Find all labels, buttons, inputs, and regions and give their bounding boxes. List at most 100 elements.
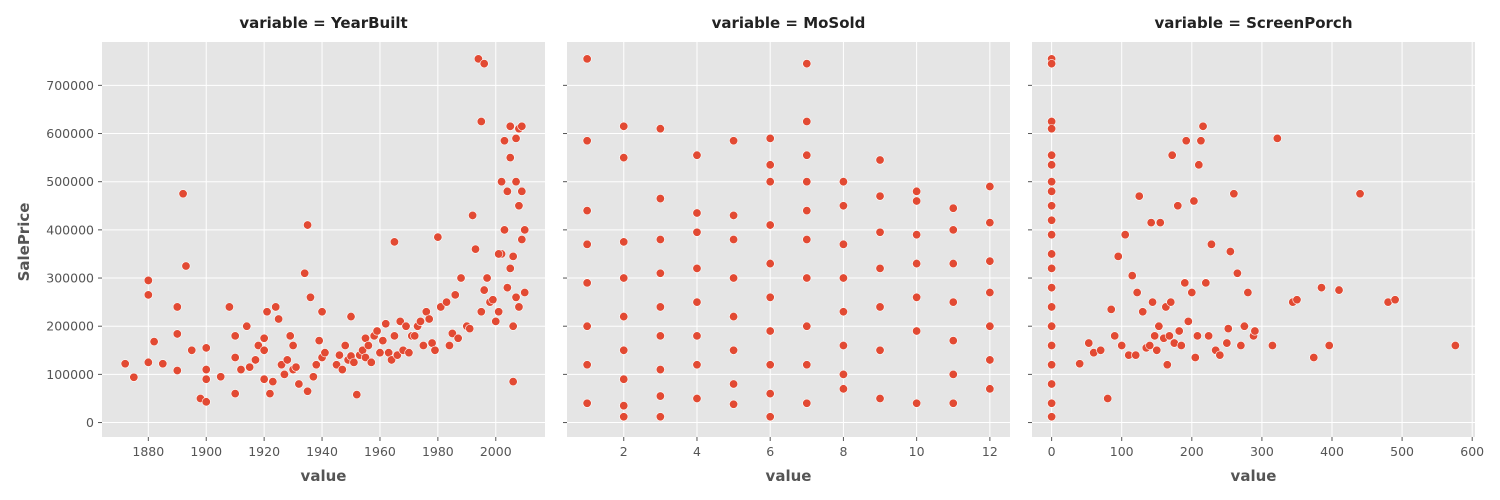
- scatter-point: [948, 336, 958, 346]
- y-axis-label: SalePrice: [15, 203, 33, 282]
- scatter-point: [619, 237, 629, 247]
- scatter-point: [1132, 287, 1142, 297]
- scatter-point: [274, 314, 284, 324]
- scatter-point: [838, 177, 848, 187]
- x-tick-label: 1960: [364, 444, 396, 459]
- x-tick-label: 2000: [480, 444, 512, 459]
- scatter-point: [517, 121, 527, 131]
- scatter-point: [450, 290, 460, 300]
- scatter-point: [1148, 297, 1158, 307]
- x-tick-label: 1940: [306, 444, 338, 459]
- scatter-point: [468, 210, 478, 220]
- scatter-point: [303, 386, 313, 396]
- scatter-point: [1196, 136, 1206, 146]
- scatter-point: [1292, 295, 1302, 305]
- scatter-point: [424, 314, 434, 324]
- scatter-point: [765, 160, 775, 170]
- x-tick-label: 400: [1320, 444, 1344, 459]
- panel-1: 0 100000 200000 300000 400000 500000 600000 700…: [46, 14, 545, 485]
- scatter-points: [1047, 54, 1460, 422]
- scatter-point: [334, 350, 344, 360]
- scatter-point: [497, 177, 507, 187]
- scatter-point: [948, 369, 958, 379]
- scatter-point: [1047, 150, 1057, 160]
- scatter-point: [985, 321, 995, 331]
- scatter-point: [1155, 218, 1165, 228]
- scatter-point: [655, 365, 665, 375]
- scatter-point: [1225, 247, 1235, 257]
- scatter-point: [985, 355, 995, 365]
- scatter-point: [1250, 326, 1260, 336]
- scatter-point: [473, 54, 483, 64]
- scatter-point: [1117, 340, 1127, 350]
- scatter-point: [346, 312, 356, 322]
- scatter-point: [985, 384, 995, 394]
- scatter-point: [802, 235, 812, 245]
- scatter-point: [1194, 160, 1204, 170]
- x-axis-label: value: [1231, 467, 1277, 485]
- scatter-point: [1173, 201, 1183, 211]
- scatter-point: [262, 307, 272, 317]
- scatter-point: [511, 292, 521, 302]
- scatter-point: [143, 275, 153, 285]
- scatter-point: [1243, 287, 1253, 297]
- scatter-point: [838, 307, 848, 317]
- scatter-point: [729, 210, 739, 220]
- scatter-point: [1145, 340, 1155, 350]
- scatter-point: [619, 312, 629, 322]
- scatter-point: [366, 357, 376, 367]
- panel-title: variable = ScreenPorch: [1154, 14, 1352, 32]
- y-tick-label: 700000: [46, 78, 94, 93]
- scatter-point: [765, 326, 775, 336]
- scatter-point: [389, 237, 399, 247]
- scatter-point: [508, 251, 518, 261]
- scatter-point: [491, 316, 501, 326]
- scatter-point: [508, 377, 518, 387]
- scatter-point: [149, 337, 159, 347]
- y-tick-label: 0: [86, 415, 94, 430]
- scatter-point: [1162, 360, 1172, 370]
- scatter-point: [802, 273, 812, 283]
- scatter-point: [178, 189, 188, 199]
- scatter-point: [230, 389, 240, 399]
- panel-title: variable = MoSold: [712, 14, 866, 32]
- scatter-point: [619, 401, 629, 411]
- scatter-point: [912, 196, 922, 206]
- panel-title: variable = YearBuilt: [239, 14, 407, 32]
- scatter-point: [729, 345, 739, 355]
- scatter-point: [655, 302, 665, 312]
- scatter-point: [511, 133, 521, 143]
- scatter-point: [311, 360, 321, 370]
- scatter-point: [1198, 121, 1208, 131]
- scatter-point: [250, 355, 260, 365]
- scatter-point: [279, 369, 289, 379]
- scatter-point: [1047, 230, 1057, 240]
- scatter-point: [317, 307, 327, 317]
- scatter-point: [479, 285, 489, 295]
- facet-panels: 0 100000 200000 300000 400000 500000 600000 700…: [46, 14, 1484, 485]
- x-tick-label: 100: [1110, 444, 1134, 459]
- scatter-point: [729, 235, 739, 245]
- scatter-point: [471, 244, 481, 254]
- scatter-point: [765, 412, 775, 422]
- scatter-point: [838, 340, 848, 350]
- x-axis-label: value: [301, 467, 347, 485]
- scatter-point: [765, 220, 775, 230]
- scatter-point: [1047, 263, 1057, 273]
- scatter-point: [505, 153, 515, 163]
- scatter-point: [765, 292, 775, 302]
- scatter-points: [120, 54, 530, 407]
- scatter-point: [172, 366, 182, 376]
- scatter-point: [582, 321, 592, 331]
- scatter-point: [502, 186, 512, 196]
- scatter-point: [1201, 278, 1211, 288]
- scatter-point: [1096, 345, 1106, 355]
- scatter-point: [1150, 331, 1160, 341]
- scatter-point: [619, 153, 629, 163]
- scatter-point: [340, 340, 350, 350]
- scatter-point: [1047, 302, 1057, 312]
- scatter-point: [655, 391, 665, 401]
- scatter-point: [514, 201, 524, 211]
- scatter-point: [875, 155, 885, 165]
